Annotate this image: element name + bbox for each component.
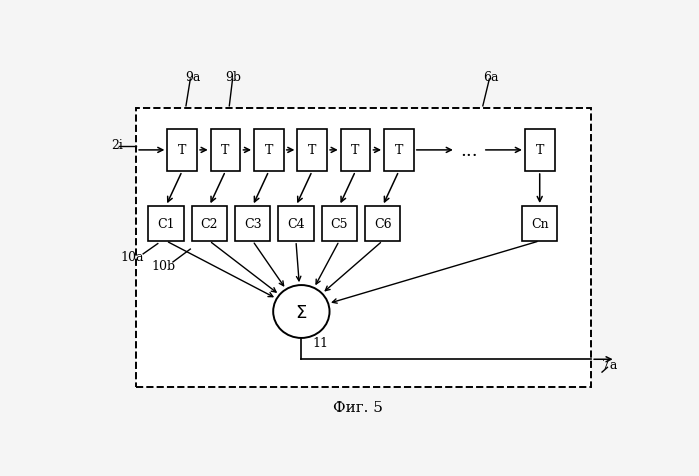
- Text: 7a: 7a: [603, 358, 618, 371]
- Text: T: T: [222, 144, 230, 157]
- Bar: [278, 207, 314, 241]
- Bar: [522, 207, 557, 241]
- Text: T: T: [178, 144, 187, 157]
- Text: C5: C5: [331, 218, 348, 230]
- Text: 6a: 6a: [483, 71, 498, 84]
- Text: 2i: 2i: [111, 139, 123, 151]
- Bar: [297, 129, 327, 172]
- Text: T: T: [535, 144, 544, 157]
- Text: $\Sigma$: $\Sigma$: [295, 303, 308, 321]
- Text: 10b: 10b: [151, 259, 175, 273]
- Bar: [136, 109, 591, 387]
- Bar: [235, 207, 271, 241]
- Text: T: T: [265, 144, 273, 157]
- Text: C2: C2: [201, 218, 218, 230]
- Bar: [148, 207, 184, 241]
- Text: T: T: [352, 144, 360, 157]
- Bar: [167, 129, 197, 172]
- Text: 11: 11: [312, 337, 329, 349]
- Text: Фиг. 5: Фиг. 5: [333, 400, 383, 415]
- Text: C4: C4: [287, 218, 305, 230]
- Text: C1: C1: [157, 218, 175, 230]
- Text: C6: C6: [374, 218, 391, 230]
- Bar: [340, 129, 370, 172]
- Text: ...: ...: [461, 141, 478, 159]
- Text: T: T: [395, 144, 403, 157]
- Bar: [384, 129, 414, 172]
- Text: C3: C3: [244, 218, 261, 230]
- Text: 9b: 9b: [226, 71, 242, 84]
- Text: Cn: Cn: [531, 218, 549, 230]
- Bar: [254, 129, 284, 172]
- Bar: [365, 207, 401, 241]
- Bar: [525, 129, 554, 172]
- Bar: [322, 207, 357, 241]
- Text: T: T: [308, 144, 317, 157]
- Text: 10a: 10a: [121, 250, 144, 263]
- Text: 9a: 9a: [185, 71, 201, 84]
- Ellipse shape: [273, 286, 329, 338]
- Bar: [210, 129, 240, 172]
- Bar: [192, 207, 227, 241]
